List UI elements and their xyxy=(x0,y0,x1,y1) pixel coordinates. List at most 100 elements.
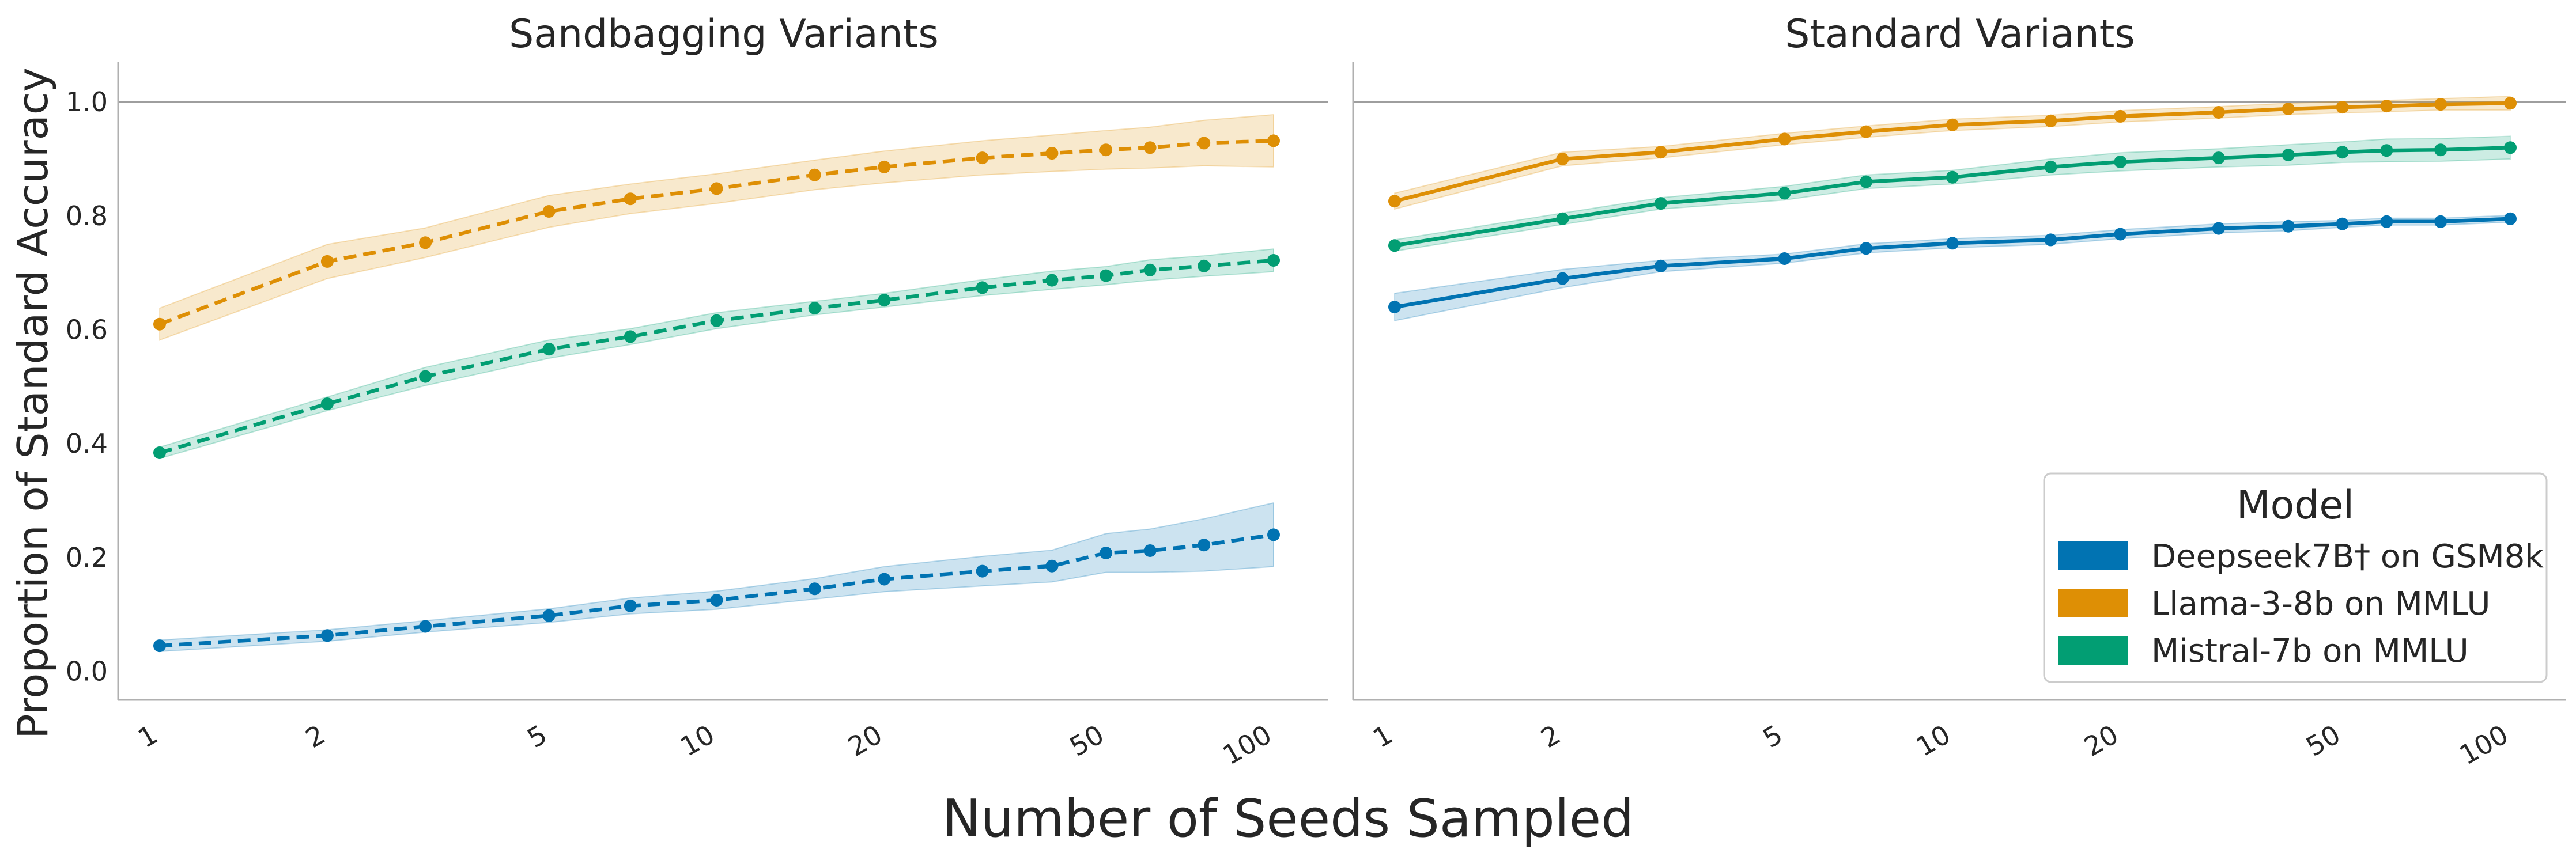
data-point xyxy=(320,255,334,268)
data-point xyxy=(976,281,989,294)
y-tick-label: 0.8 xyxy=(66,200,108,232)
axes-spines xyxy=(1352,62,2566,701)
data-point xyxy=(2044,114,2057,127)
x-tick-labels: 1 2 5 10 20 50 100 xyxy=(1368,719,2513,771)
data-point xyxy=(624,192,637,206)
data-point xyxy=(2114,109,2127,123)
data-point xyxy=(710,594,723,607)
x-tick-label: 2 xyxy=(1536,719,1566,754)
data-point xyxy=(2504,97,2517,110)
panel-standard: Standard Variants 1 2 5 10 20 50 100 xyxy=(1352,12,2566,771)
legend-swatch xyxy=(2058,589,2128,617)
data-point xyxy=(1198,539,1211,552)
legend-label: Mistral-7b on MMLU xyxy=(2151,632,2469,670)
y-tick-labels: 0.0 0.2 0.4 0.6 0.8 1.0 xyxy=(66,86,108,687)
data-point xyxy=(419,370,432,383)
axes-spines xyxy=(117,62,1328,701)
data-point xyxy=(624,330,637,343)
data-point xyxy=(1267,134,1280,147)
x-tick-label: 50 xyxy=(1064,719,1109,763)
data-point xyxy=(1556,153,1569,165)
x-tick-label: 10 xyxy=(1911,719,1956,763)
data-point xyxy=(153,639,166,653)
legend-entry: Mistral-7b on MMLU xyxy=(2058,632,2469,670)
data-point xyxy=(1045,147,1059,160)
data-point xyxy=(2336,146,2349,159)
data-point xyxy=(976,151,989,165)
x-tick-label: 1 xyxy=(133,719,163,754)
y-tick-label: 0.4 xyxy=(66,428,108,459)
x-tick-label: 50 xyxy=(2301,719,2345,763)
y-tick-label: 0.6 xyxy=(66,314,108,346)
data-point xyxy=(1860,242,1873,255)
data-point xyxy=(2212,106,2225,119)
legend-frame xyxy=(2043,472,2548,683)
data-point xyxy=(1860,125,1873,138)
x-tick-label: 5 xyxy=(1758,719,1788,754)
legend-entry: Llama-3-8b on MMLU xyxy=(2058,585,2491,623)
data-point xyxy=(878,573,891,586)
data-point xyxy=(1100,143,1113,157)
data-point xyxy=(1654,197,1667,210)
data-point xyxy=(1388,301,1401,313)
data-point xyxy=(1778,187,1791,200)
data-point xyxy=(542,205,556,218)
data-point xyxy=(1267,254,1280,267)
data-point xyxy=(2044,233,2057,247)
data-point xyxy=(1778,252,1791,265)
data-point xyxy=(1198,137,1211,150)
data-point xyxy=(2336,217,2349,230)
data-point xyxy=(1654,146,1667,159)
legend-entry: Deepseek7B† on GSM8k xyxy=(2058,538,2544,575)
data-point xyxy=(1267,528,1280,541)
series-line xyxy=(158,139,1274,326)
x-tick-label: 1 xyxy=(1368,719,1397,754)
series-points xyxy=(153,134,1280,653)
data-point xyxy=(1556,212,1569,225)
data-point xyxy=(976,564,989,578)
data-point xyxy=(1860,175,1873,188)
x-tick-label: 5 xyxy=(522,719,552,754)
series-line xyxy=(159,533,1274,648)
data-point xyxy=(808,168,821,181)
series-line xyxy=(159,258,1274,455)
legend: Model Deepseek7B† on GSM8k Llama-3-8b on… xyxy=(2043,472,2548,683)
confidence-band xyxy=(1394,96,2511,210)
x-tick-labels: 1 2 5 10 20 50 100 xyxy=(133,719,1276,771)
x-tick-label: 100 xyxy=(2454,719,2513,771)
series-line xyxy=(1394,101,2511,203)
data-point xyxy=(1143,263,1157,276)
legend-label: Llama-3-8b on MMLU xyxy=(2151,585,2491,623)
series-line xyxy=(1394,217,2511,309)
data-point xyxy=(2434,215,2447,228)
data-point xyxy=(419,236,432,249)
data-point xyxy=(2380,144,2393,157)
data-point xyxy=(878,294,891,307)
data-point xyxy=(624,599,637,612)
confidence-band xyxy=(1394,135,2511,252)
data-point xyxy=(1388,195,1401,208)
data-point xyxy=(542,343,556,356)
data-point xyxy=(2504,141,2517,154)
data-point xyxy=(878,160,891,173)
data-point xyxy=(1045,274,1059,287)
series-line xyxy=(1394,146,2511,248)
data-point xyxy=(2212,222,2225,235)
data-point xyxy=(2504,212,2517,225)
legend-title: Model xyxy=(2237,483,2354,528)
data-point xyxy=(419,620,432,633)
data-point xyxy=(2282,149,2295,162)
data-point xyxy=(1556,272,1569,285)
y-tick-label: 1.0 xyxy=(66,86,108,118)
data-point xyxy=(2380,215,2393,228)
data-point xyxy=(1198,259,1211,272)
y-axis-label: Proportion of Standard Accuracy xyxy=(9,67,57,739)
panel-title: Standard Variants xyxy=(1785,12,2135,57)
data-point xyxy=(2282,103,2295,115)
data-point xyxy=(1388,239,1401,252)
x-tick-label: 2 xyxy=(300,719,330,754)
data-point xyxy=(2380,100,2393,113)
data-point xyxy=(542,609,556,622)
data-point xyxy=(710,314,723,327)
